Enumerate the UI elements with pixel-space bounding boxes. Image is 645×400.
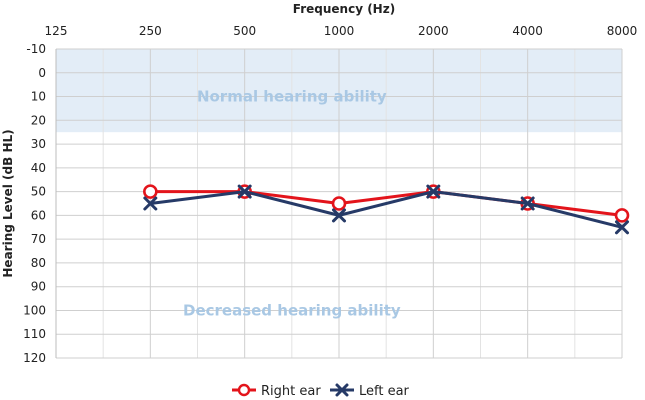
- horizontal-gridlines: [56, 48, 622, 359]
- legend-right-ear-marker-icon: [232, 383, 256, 397]
- normal-hearing-label: Normal hearing ability: [197, 88, 387, 106]
- y-tick-label: 20: [31, 113, 46, 127]
- y-axis-title: Hearing Level (dB HL): [1, 129, 15, 277]
- x-tick-label: 2000: [418, 24, 449, 38]
- legend: Right ear Left ear: [232, 383, 410, 399]
- x-tick-labels: 125 250 500 1000 2000 4000 8000: [45, 24, 638, 38]
- data-point: [332, 208, 346, 223]
- y-tick-label: 60: [31, 208, 46, 222]
- x-tick-label: 500: [233, 24, 256, 38]
- x-tick-label: 4000: [512, 24, 543, 38]
- y-tick-label: -10: [26, 42, 46, 56]
- legend-item-right-ear: Right ear: [232, 383, 321, 399]
- y-tick-label: 30: [31, 137, 46, 151]
- legend-left-ear-marker-icon: [330, 383, 354, 397]
- data-point: [143, 184, 158, 199]
- y-tick-label: 70: [31, 232, 46, 246]
- y-tick-label: 120: [23, 351, 46, 365]
- data-point: [614, 208, 630, 223]
- data-point: [426, 184, 441, 199]
- data-point: [520, 196, 535, 211]
- data-point: [237, 184, 252, 199]
- x-tick-label: 8000: [607, 24, 638, 38]
- legend-marker: [335, 383, 349, 397]
- x-axis-title: Frequency (Hz): [293, 2, 395, 16]
- legend-marker: [237, 383, 251, 397]
- series-line: [150, 190, 623, 217]
- y-tick-label: 90: [31, 280, 46, 294]
- data-point: [615, 220, 629, 235]
- data-point: [331, 196, 347, 211]
- y-tick-label: 0: [38, 66, 46, 80]
- decreased-hearing-label: Decreased hearing ability: [183, 301, 401, 319]
- series-layer: [143, 184, 630, 235]
- data-point: [143, 196, 158, 211]
- legend-left-ear-label: Left ear: [359, 384, 410, 399]
- y-tick-label: 80: [31, 256, 46, 270]
- y-tick-label: 110: [23, 327, 46, 341]
- y-tick-label: 100: [23, 303, 46, 317]
- y-tick-labels: -10 0 10 20 30 40 50 60 70 80 90 100 110 120: [23, 42, 46, 365]
- series-line: [150, 190, 623, 229]
- x-tick-label: 1000: [324, 24, 355, 38]
- x-tick-label: 125: [45, 24, 68, 38]
- y-tick-label: 40: [31, 161, 46, 175]
- legend-item-left-ear: Left ear: [330, 383, 410, 399]
- x-tick-label: 250: [139, 24, 162, 38]
- legend-right-ear-label: Right ear: [261, 384, 321, 399]
- y-tick-label: 10: [31, 90, 46, 104]
- y-tick-label: 50: [31, 185, 46, 199]
- series-left-ear: [143, 184, 629, 235]
